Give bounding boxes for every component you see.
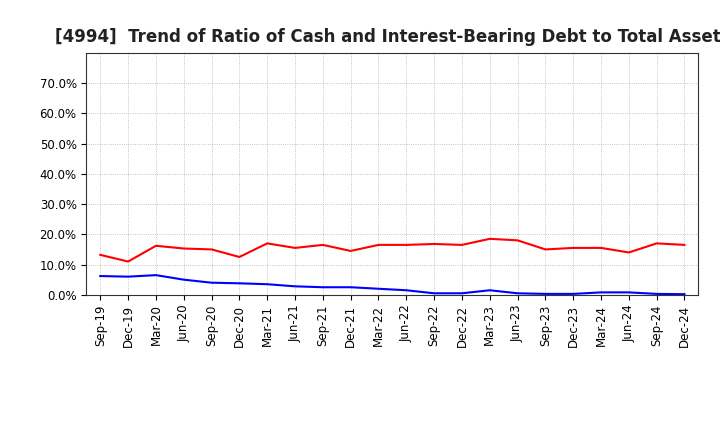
Interest-Bearing Debt	[152, 272, 161, 278]
Cash	[402, 242, 410, 248]
Interest-Bearing Debt	[680, 292, 689, 297]
Interest-Bearing Debt	[96, 273, 104, 279]
Cash	[263, 241, 271, 246]
Cash	[569, 245, 577, 250]
Interest-Bearing Debt	[597, 290, 606, 295]
Title: [4994]  Trend of Ratio of Cash and Interest-Bearing Debt to Total Assets: [4994] Trend of Ratio of Cash and Intere…	[55, 28, 720, 46]
Interest-Bearing Debt	[541, 291, 550, 297]
Cash	[124, 259, 132, 264]
Cash	[680, 242, 689, 248]
Interest-Bearing Debt	[458, 291, 467, 296]
Interest-Bearing Debt	[318, 285, 327, 290]
Cash	[207, 247, 216, 252]
Cash	[458, 242, 467, 248]
Interest-Bearing Debt	[207, 280, 216, 286]
Cash	[652, 241, 661, 246]
Interest-Bearing Debt	[652, 291, 661, 297]
Cash	[597, 245, 606, 250]
Line: Interest-Bearing Debt: Interest-Bearing Debt	[100, 275, 685, 294]
Interest-Bearing Debt	[624, 290, 633, 295]
Interest-Bearing Debt	[485, 288, 494, 293]
Interest-Bearing Debt	[263, 282, 271, 287]
Interest-Bearing Debt	[374, 286, 383, 291]
Interest-Bearing Debt	[179, 277, 188, 282]
Cash	[96, 252, 104, 257]
Interest-Bearing Debt	[513, 291, 522, 296]
Cash	[485, 236, 494, 242]
Cash	[179, 246, 188, 251]
Interest-Bearing Debt	[402, 288, 410, 293]
Cash	[318, 242, 327, 248]
Cash	[430, 241, 438, 246]
Cash	[346, 248, 355, 253]
Cash	[541, 247, 550, 252]
Cash	[235, 254, 243, 260]
Cash	[624, 250, 633, 255]
Cash	[374, 242, 383, 248]
Cash	[291, 245, 300, 250]
Cash	[513, 238, 522, 243]
Cash	[152, 243, 161, 249]
Interest-Bearing Debt	[430, 291, 438, 296]
Line: Cash: Cash	[100, 239, 685, 261]
Interest-Bearing Debt	[569, 291, 577, 297]
Interest-Bearing Debt	[291, 284, 300, 289]
Interest-Bearing Debt	[235, 281, 243, 286]
Interest-Bearing Debt	[124, 274, 132, 279]
Interest-Bearing Debt	[346, 285, 355, 290]
